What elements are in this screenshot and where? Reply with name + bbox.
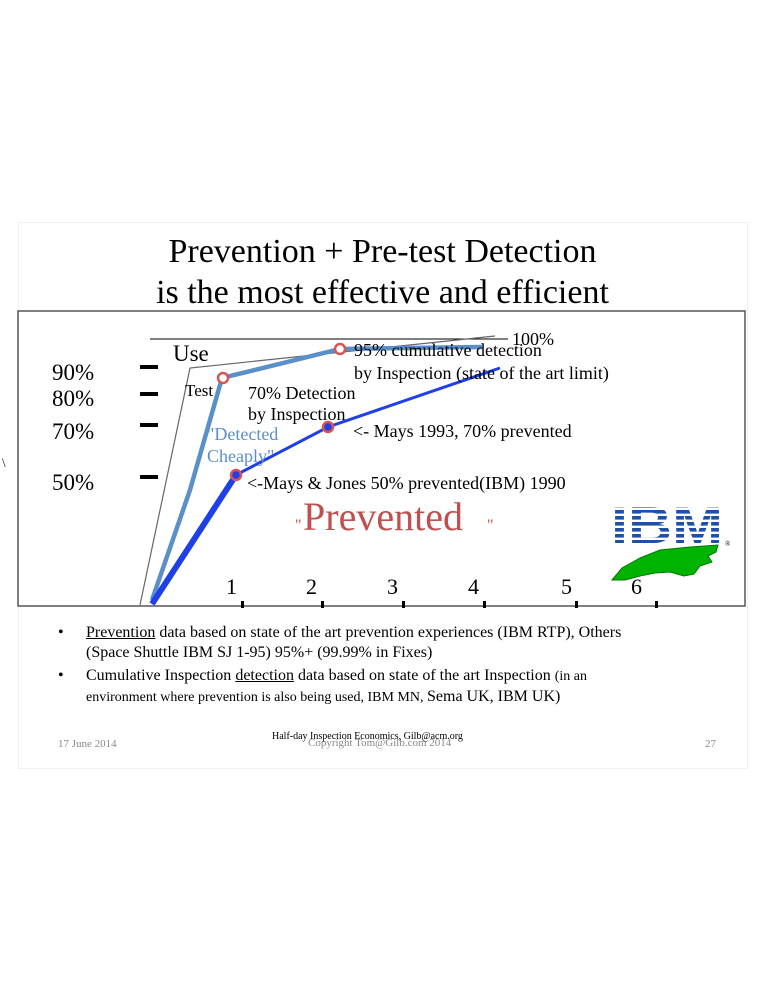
north-carolina-map-icon xyxy=(610,544,719,581)
slide-title-line-2: is the most effective and efficient xyxy=(156,274,609,311)
ibm-logo: IBM xyxy=(611,497,723,555)
x-tick-label-4: 4 xyxy=(468,574,479,599)
test-label: Test xyxy=(185,381,213,400)
x-tick-label-6: 6 xyxy=(631,574,642,599)
slide-title-line-1: Prevention + Pre-test Detection xyxy=(168,233,597,270)
x-tick-5 xyxy=(575,601,578,608)
bullet-detection-underlined: detection xyxy=(235,667,294,684)
x-tick-1 xyxy=(241,601,244,608)
y-label-50: 50% xyxy=(52,470,94,495)
detected-cheaply-line1: "Detected xyxy=(207,424,278,444)
x-tick-label-5: 5 xyxy=(561,574,572,599)
bullet-detection-text: data based on state of the art Inspectio… xyxy=(293,667,555,684)
prevented-open-quote: " xyxy=(295,517,302,534)
chart-frame xyxy=(17,310,746,607)
stray-backslash: \ xyxy=(2,455,6,470)
series-prevention-line-thick xyxy=(149,473,239,606)
marker-prevention-70 xyxy=(321,420,335,434)
bullet-prevention-underlined: Prevention xyxy=(86,624,156,641)
footer-date: 17 June 2014 xyxy=(58,738,117,750)
marker-detection-85 xyxy=(216,371,230,385)
x-tick-4 xyxy=(483,601,486,608)
annotation-mays-1993: <- Mays 1993, 70% prevented xyxy=(353,421,572,441)
bullet-detection-small: (in an xyxy=(554,669,588,684)
x-axis: 1 2 3 4 5 6 xyxy=(226,574,658,608)
bullet-prevention-line2: (Space Shuttle IBM SJ 1-95) 95%+ (99.99%… xyxy=(86,644,433,661)
bullet-detection-pre: Cumulative Inspection xyxy=(86,667,236,684)
detected-cheaply-line2: Cheaply" xyxy=(207,446,274,466)
footer-page-number: 27 xyxy=(705,738,716,750)
x-tick-6 xyxy=(655,601,658,608)
x-tick-label-1: 1 xyxy=(226,574,237,599)
x-tick-2 xyxy=(321,601,324,608)
bullet-dot: • xyxy=(58,667,64,684)
footer-copyright: Copyright Tom@Gilb.com 2014 xyxy=(308,737,452,749)
x-tick-label-2: 2 xyxy=(306,574,317,599)
annotation-70-line1: 70% Detection xyxy=(248,383,355,403)
footer-overlay-text: Half-day Inspection Economics, Gilb@acm.… xyxy=(272,731,463,742)
use-label: Use xyxy=(173,341,209,366)
bullet-prevention-text: data based on state of the art preventio… xyxy=(155,624,622,641)
annotation-mays-jones: <-Mays & Jones 50% prevented(IBM) 1990 xyxy=(247,473,566,494)
marker-detection-95 xyxy=(333,342,347,356)
top-100-label: 100% xyxy=(512,329,554,349)
bullet-detection-line2: Sema UK, IBM UK) xyxy=(427,688,561,705)
x-tick-label-3: 3 xyxy=(387,574,398,599)
marker-prevention-50 xyxy=(229,468,243,482)
x-tick-3 xyxy=(402,601,405,608)
y-label-70: 70% xyxy=(52,419,94,444)
bullet-detection-line2-small: environment where prevention is also bei… xyxy=(86,690,427,705)
y-label-90: 90% xyxy=(52,360,94,385)
annotation-95-line1: 95% cumulative detection xyxy=(354,340,542,360)
bullet-dot: • xyxy=(58,624,64,641)
annotation-70-line2: by Inspection xyxy=(248,404,345,424)
ibm-registered-mark: ® xyxy=(725,540,731,548)
prevented-close-quote: " xyxy=(487,517,494,534)
annotation-95-line2: by Inspection (state of the art limit) xyxy=(354,363,609,384)
prevented-label: Prevented xyxy=(303,494,463,539)
y-label-80: 80% xyxy=(52,386,94,411)
